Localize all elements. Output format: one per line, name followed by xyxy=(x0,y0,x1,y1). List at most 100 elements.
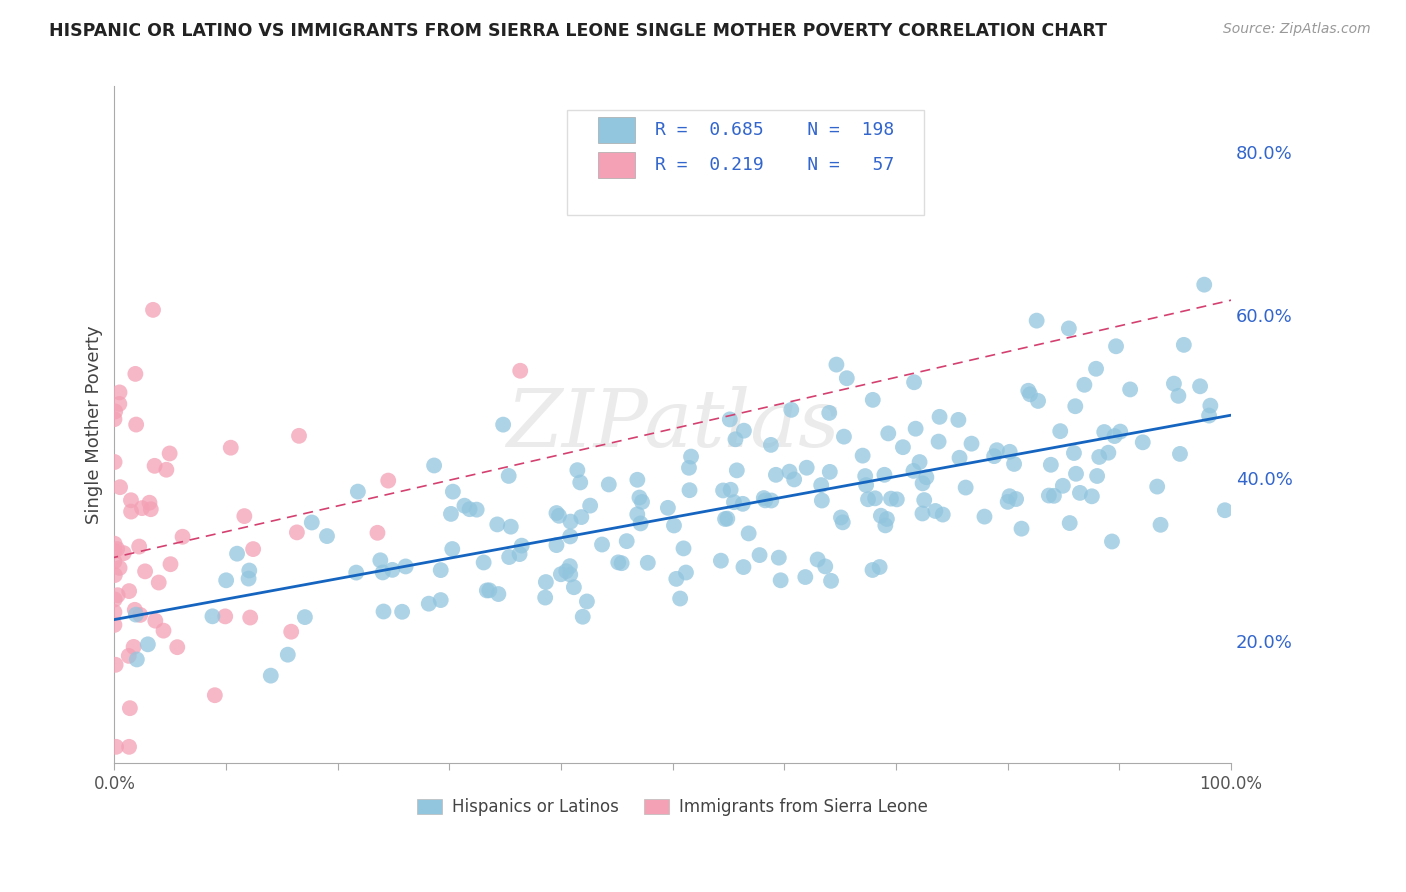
Text: Source: ZipAtlas.com: Source: ZipAtlas.com xyxy=(1223,22,1371,37)
Point xyxy=(1167,389,1189,403)
Point xyxy=(710,554,733,568)
Point xyxy=(214,609,236,624)
Point xyxy=(1049,424,1071,438)
Point xyxy=(1132,435,1154,450)
Point xyxy=(714,512,737,526)
Point xyxy=(768,550,790,565)
Point xyxy=(1039,458,1062,472)
Point xyxy=(855,478,877,492)
Point xyxy=(560,529,582,543)
Point xyxy=(737,526,759,541)
Point xyxy=(948,413,970,427)
Point xyxy=(759,438,782,452)
Point xyxy=(579,499,602,513)
Point xyxy=(440,507,463,521)
Point xyxy=(1057,321,1080,335)
Point xyxy=(748,548,770,562)
Point xyxy=(118,584,141,599)
Point xyxy=(108,480,131,494)
Point xyxy=(1198,409,1220,423)
Point xyxy=(769,574,792,588)
Point xyxy=(103,537,125,551)
Point xyxy=(891,440,914,454)
Point xyxy=(876,512,898,526)
Point xyxy=(453,499,475,513)
Point xyxy=(555,564,578,578)
Point xyxy=(377,474,399,488)
Y-axis label: Single Mother Poverty: Single Mother Poverty xyxy=(86,326,103,524)
Point xyxy=(294,610,316,624)
Legend: Hispanics or Latinos, Immigrants from Sierra Leone: Hispanics or Latinos, Immigrants from Si… xyxy=(411,791,935,822)
Point xyxy=(780,402,803,417)
Point xyxy=(880,491,903,506)
Point xyxy=(238,572,260,586)
Point xyxy=(814,559,837,574)
Point xyxy=(122,640,145,654)
Point xyxy=(571,609,593,624)
Point xyxy=(960,436,983,450)
Point xyxy=(1149,517,1171,532)
Point xyxy=(143,458,166,473)
Point xyxy=(172,530,194,544)
Point xyxy=(475,583,498,598)
Point xyxy=(138,496,160,510)
Point xyxy=(550,567,572,582)
Point xyxy=(765,467,787,482)
Point xyxy=(112,546,135,560)
Point xyxy=(915,470,938,484)
Text: R =  0.685    N =  198: R = 0.685 N = 198 xyxy=(655,120,894,138)
Point xyxy=(1119,383,1142,397)
Point xyxy=(1213,503,1236,517)
Point xyxy=(637,556,659,570)
Point xyxy=(155,463,177,477)
Point xyxy=(486,517,509,532)
Point xyxy=(626,508,648,522)
Point xyxy=(724,432,747,446)
Point xyxy=(108,385,131,400)
Point xyxy=(1059,516,1081,530)
Point xyxy=(569,510,592,524)
Point xyxy=(873,467,896,482)
Point xyxy=(1064,399,1087,413)
Point xyxy=(875,518,897,533)
Point xyxy=(1069,486,1091,500)
Point xyxy=(818,465,841,479)
Point xyxy=(120,505,142,519)
Point xyxy=(662,518,685,533)
Point xyxy=(316,529,339,543)
Point xyxy=(441,484,464,499)
Point xyxy=(510,539,533,553)
Point xyxy=(370,553,392,567)
Point xyxy=(373,605,395,619)
Point xyxy=(124,603,146,617)
Point xyxy=(118,739,141,754)
Point xyxy=(301,516,323,530)
Point xyxy=(486,587,509,601)
Point xyxy=(418,597,440,611)
Point xyxy=(104,657,127,672)
Point xyxy=(835,371,858,385)
Point xyxy=(1097,446,1119,460)
Point xyxy=(1025,313,1047,327)
Point xyxy=(678,483,700,498)
Point xyxy=(928,434,950,449)
Point xyxy=(118,701,141,715)
Point xyxy=(129,607,152,622)
Point xyxy=(148,575,170,590)
Point xyxy=(546,506,568,520)
Point xyxy=(761,493,783,508)
Point xyxy=(1073,377,1095,392)
Point xyxy=(381,563,404,577)
Point xyxy=(1168,447,1191,461)
Point xyxy=(863,491,886,506)
Point xyxy=(626,473,648,487)
Point xyxy=(665,572,688,586)
Point xyxy=(239,610,262,624)
Point xyxy=(779,465,801,479)
Point xyxy=(108,397,131,411)
Point xyxy=(560,567,582,582)
Point xyxy=(862,563,884,577)
Point xyxy=(120,493,142,508)
Point xyxy=(548,508,571,523)
Point xyxy=(903,464,925,478)
